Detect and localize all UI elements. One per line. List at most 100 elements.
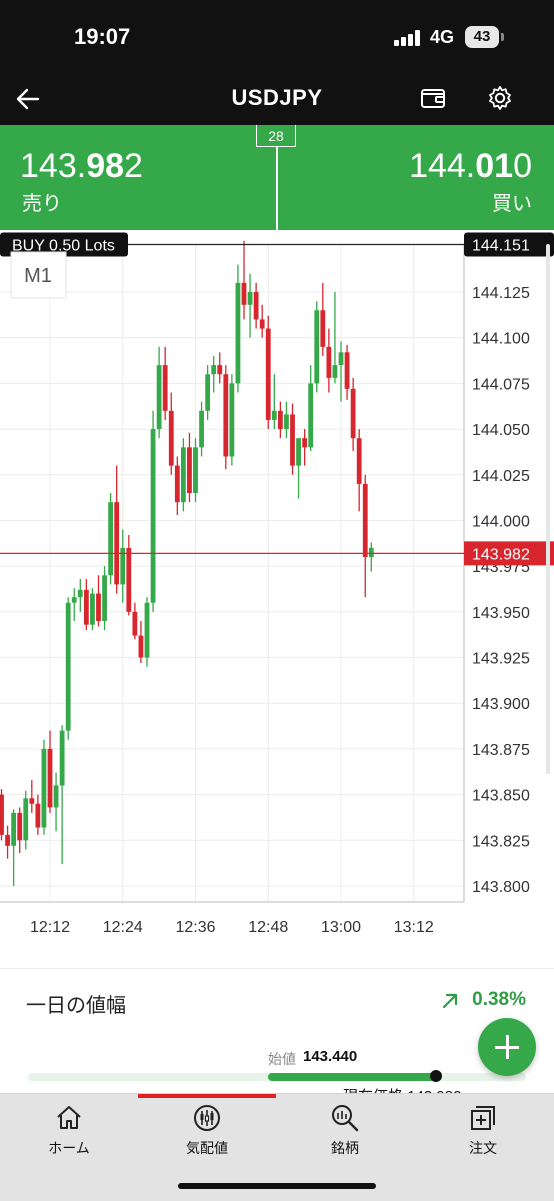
candle-body <box>53 785 59 808</box>
candle-body <box>77 589 83 598</box>
symbol-search-icon <box>332 1105 359 1132</box>
candle-body <box>284 414 289 430</box>
tab-home[interactable]: ホーム <box>0 1102 138 1172</box>
home-icon <box>57 1106 81 1129</box>
y-tick-label: 143.875 <box>472 742 530 759</box>
order-icon <box>471 1106 495 1130</box>
candle-body <box>71 597 77 603</box>
y-tick-label: 144.100 <box>472 331 530 348</box>
candle-body <box>193 447 198 494</box>
buy-label: 買い <box>492 193 532 215</box>
candle-body <box>314 310 320 384</box>
x-tick-label: 13:00 <box>321 919 361 936</box>
candle-body <box>35 803 41 828</box>
candle-body <box>350 388 356 439</box>
status-time: 19:07 <box>74 24 131 49</box>
candle-body <box>5 834 10 846</box>
price-chart[interactable]: 144.125 144.100 144.075 144.050 144.025 144.0… <box>0 230 554 940</box>
sell-button[interactable]: 143.982 売り <box>0 125 276 230</box>
candle-body <box>235 282 241 384</box>
y-tick-label: 143.900 <box>472 696 530 713</box>
candle-body <box>126 547 132 612</box>
candle-body <box>11 812 17 846</box>
bottom-tab-bar: ホーム 気配値 銘柄 注文 <box>0 1093 554 1201</box>
buy-button[interactable]: 144.010 買い <box>278 125 554 230</box>
active-tab-indicator <box>138 1094 276 1098</box>
page-title: USDJPY <box>231 85 323 110</box>
candle-body <box>223 374 229 457</box>
tab-label: 銘柄 <box>331 1140 359 1156</box>
candle-body <box>138 635 144 658</box>
candle-body <box>229 383 235 457</box>
candle-body <box>96 593 101 621</box>
candle-body <box>271 410 277 420</box>
candle-body <box>17 812 23 841</box>
candle-body <box>156 365 162 430</box>
position-price-bg <box>464 232 554 257</box>
battery-icon: 43 <box>465 26 499 48</box>
candle-body <box>320 310 326 347</box>
candle-body <box>332 365 338 378</box>
candle-body <box>217 365 223 375</box>
candle-body <box>29 798 35 804</box>
gear-icon[interactable] <box>486 84 514 112</box>
candle-body <box>144 602 150 658</box>
range-marker <box>430 1070 443 1082</box>
open-price-label: 始値 <box>268 1051 296 1067</box>
candle-body <box>344 352 350 389</box>
y-tick-label: 143.950 <box>472 605 530 622</box>
x-tick-label: 12:12 <box>30 919 70 936</box>
buy-price: 144.010 <box>409 147 532 185</box>
scroll-indicator <box>546 244 550 774</box>
candle-body <box>120 547 126 585</box>
y-tick-label: 144.125 <box>472 285 530 302</box>
wallet-icon[interactable] <box>419 84 447 112</box>
candle-body <box>290 414 295 466</box>
sell-price: 143.982 <box>20 147 143 185</box>
candlestick-chart: 144.125 144.100 144.075 144.050 144.025 144.0… <box>0 232 554 936</box>
current-price-label: 143.982 <box>472 546 530 563</box>
network-type: 4G <box>430 27 455 47</box>
candle-body <box>90 593 95 625</box>
position-price-label: 144.151 <box>472 237 530 254</box>
quote-divider <box>276 147 278 230</box>
tab-order[interactable]: 注文 <box>414 1102 552 1172</box>
timeframe-badge <box>10 251 67 299</box>
candle-body <box>47 748 53 808</box>
candle-body <box>83 589 89 625</box>
current-price-bg <box>464 541 554 566</box>
battery-tip <box>501 33 504 41</box>
day-range-section: 一日の値幅 0.38% 始値 143.440 現在価格 143.982 <box>0 968 554 1105</box>
candle-body <box>362 483 368 558</box>
candle-body <box>247 292 253 305</box>
add-order-button[interactable] <box>478 1018 536 1076</box>
candle-body <box>59 730 65 786</box>
home-indicator <box>178 1183 376 1189</box>
candle-body <box>265 328 271 420</box>
candle-body <box>259 319 265 329</box>
tab-label: 注文 <box>469 1140 497 1156</box>
candle-body <box>199 410 204 448</box>
spread-badge: 28 <box>256 125 296 147</box>
candle-body <box>296 438 301 466</box>
tab-symbols[interactable]: 銘柄 <box>276 1102 414 1172</box>
candle-body <box>356 438 362 484</box>
candle-body <box>338 352 344 366</box>
candle-body <box>368 547 374 558</box>
candle-body <box>308 383 314 448</box>
position-label-bg <box>0 232 128 257</box>
candle-body <box>180 447 186 503</box>
y-tick-label: 144.050 <box>472 422 530 439</box>
x-tick-label: 12:24 <box>103 919 143 936</box>
candle-body <box>162 365 168 411</box>
candle-body <box>132 611 138 636</box>
open-price-value: 143.440 <box>303 1048 358 1065</box>
signal-icon <box>394 30 422 46</box>
candle-body <box>102 575 107 621</box>
candle-body <box>174 465 180 503</box>
candle-body <box>108 502 114 576</box>
tab-quotes[interactable]: 気配値 <box>138 1102 276 1172</box>
app-header: USDJPY <box>0 75 554 125</box>
arrow-left-icon[interactable] <box>14 85 42 113</box>
candle-body <box>65 602 71 731</box>
